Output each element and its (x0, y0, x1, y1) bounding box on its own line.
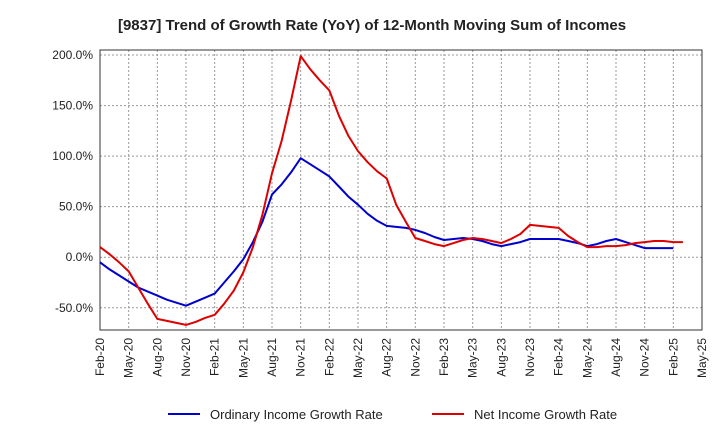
legend-label-1: Ordinary Income Growth Rate (210, 407, 383, 422)
x-tick-label: Aug-20 (150, 338, 164, 377)
x-tick-label: Aug-24 (609, 338, 623, 377)
x-tick-label: Feb-21 (208, 338, 222, 376)
y-axis: 200.0% 150.0% 100.0% 50.0% 0.0% -50.0% (52, 48, 93, 315)
x-tick-label: Aug-23 (494, 338, 508, 377)
grid (99, 50, 703, 330)
x-tick-label: Nov-21 (294, 338, 308, 377)
y-tick-label: 150.0% (52, 99, 93, 113)
x-tick-label: Feb-20 (93, 338, 107, 376)
x-tick-label: Feb-23 (437, 338, 451, 376)
legend: Ordinary Income Growth Rate Net Income Gr… (168, 407, 617, 422)
x-tick-label: May-20 (122, 338, 136, 378)
x-tick-label: Nov-24 (638, 338, 652, 377)
chart-title: [9837] Trend of Growth Rate (YoY) of 12-… (118, 17, 626, 34)
x-axis: Feb-20 May-20 Aug-20 Nov-20 Feb-21 May-21 Aug-… (93, 338, 709, 378)
series-line-2 (99, 55, 683, 326)
x-tick-label: Feb-22 (322, 338, 336, 376)
legend-label-2: Net Income Growth Rate (474, 407, 617, 422)
x-tick-label: Aug-22 (380, 338, 394, 377)
y-tick-label: 100.0% (52, 149, 93, 163)
y-tick-label: 50.0% (59, 200, 93, 214)
x-tick-label: Nov-23 (523, 338, 537, 377)
x-tick-label: Nov-22 (408, 338, 422, 377)
x-tick-label: May-25 (695, 338, 709, 378)
y-tick-label: 0.0% (66, 250, 94, 264)
x-tick-label: May-22 (351, 338, 365, 378)
x-tick-label: May-23 (466, 338, 480, 378)
x-tick-label: Nov-20 (179, 338, 193, 377)
x-tick-label: Feb-25 (666, 338, 680, 376)
x-tick-label: May-21 (236, 338, 250, 378)
x-tick-label: Aug-21 (265, 338, 279, 377)
x-tick-label: May-24 (580, 338, 594, 378)
series-lines (99, 55, 683, 326)
y-tick-label: -50.0% (55, 301, 93, 315)
plot-area (99, 49, 703, 331)
y-tick-label: 200.0% (52, 48, 93, 62)
x-tick-label: Feb-24 (552, 338, 566, 376)
